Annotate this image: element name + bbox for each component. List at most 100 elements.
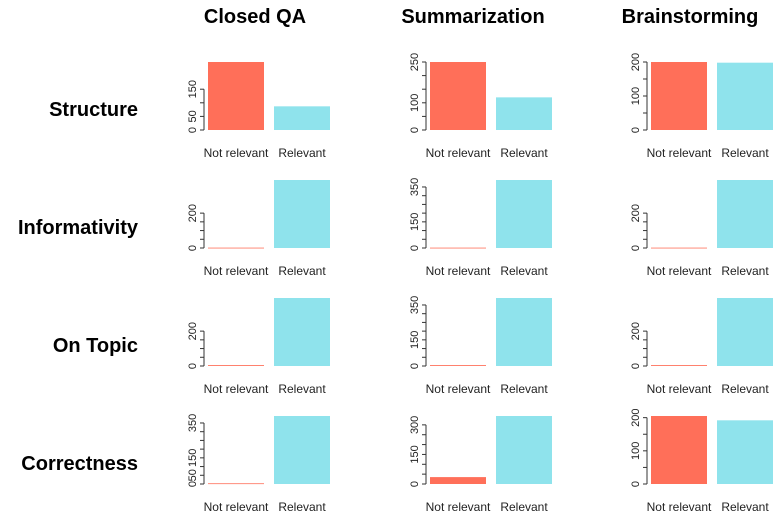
bar-not-relevant: [430, 365, 486, 366]
column-title-brainstorming: Brainstorming: [621, 6, 759, 28]
chart-panel-informativity-brainstorming: 0 200 Not relevant Relevant: [630, 180, 773, 278]
y-tick-label: 200: [630, 204, 642, 222]
x-category-label-not-relevant: Not relevant: [647, 146, 712, 160]
y-tick-label: 0: [187, 363, 199, 369]
y-tick-label: 0: [630, 245, 642, 251]
bar-relevant: [496, 97, 552, 130]
row-title-on-topic: On Topic: [52, 335, 138, 357]
x-category-label-relevant: Relevant: [500, 264, 548, 278]
bar-not-relevant: [651, 247, 707, 249]
y-tick-label: 100: [630, 87, 642, 105]
y-tick-label: 0: [409, 127, 421, 133]
y-tick-label: 50: [187, 469, 199, 481]
column-title-summarization: Summarization: [401, 6, 545, 28]
bar-relevant: [717, 62, 773, 130]
bar-relevant: [717, 180, 773, 248]
x-category-label-relevant: Relevant: [500, 146, 548, 160]
x-category-label-not-relevant: Not relevant: [647, 264, 712, 278]
chart-panel-on-topic-closed-qa: 0 200 Not relevant Relevant: [187, 298, 330, 396]
x-category-label-not-relevant: Not relevant: [204, 264, 269, 278]
x-category-label-relevant: Relevant: [721, 264, 769, 278]
row-title-correctness: Correctness: [21, 453, 138, 475]
x-category-label-relevant: Relevant: [500, 382, 548, 396]
chart-panel-correctness-brainstorming: 0 100 200 Not relevant Relevant: [630, 408, 773, 514]
bar-relevant: [717, 420, 773, 484]
x-category-label-relevant: Relevant: [278, 500, 326, 514]
chart-panel-on-topic-brainstorming: 0 200 Not relevant Relevant: [630, 298, 773, 396]
chart-panel-correctness-closed-qa: 050 150 350 Not relevant Relevant: [187, 414, 330, 514]
bar-relevant: [274, 298, 330, 366]
y-tick-label: 0: [409, 481, 421, 487]
x-category-label-relevant: Relevant: [278, 382, 326, 396]
y-tick-label: 200: [187, 322, 199, 340]
y-tick-label: 0: [187, 481, 199, 487]
y-tick-label: 0: [409, 245, 421, 251]
bar-not-relevant: [430, 477, 486, 484]
chart-panel-structure-summarization: 0 100 250 Not relevant Relevant: [409, 53, 552, 160]
x-category-label-not-relevant: Not relevant: [426, 382, 491, 396]
y-tick-label: 0: [630, 127, 642, 133]
y-tick-label: 0: [409, 363, 421, 369]
y-tick-label: 350: [409, 296, 421, 314]
y-tick-label: 0: [630, 481, 642, 487]
y-tick-label: 50: [187, 110, 199, 122]
x-category-label-not-relevant: Not relevant: [426, 500, 491, 514]
x-category-label-not-relevant: Not relevant: [204, 146, 269, 160]
chart-panel-informativity-summarization: 0 150 350 Not relevant Relevant: [409, 178, 552, 278]
bar-not-relevant: [208, 62, 264, 130]
y-tick-label: 150: [409, 331, 421, 349]
chart-panel-structure-closed-qa: 0 50 150 Not relevant Relevant: [187, 62, 330, 160]
bar-not-relevant: [208, 365, 264, 366]
bar-not-relevant: [651, 62, 707, 130]
bar-not-relevant: [208, 483, 264, 485]
y-tick-label: 200: [187, 204, 199, 222]
y-tick-label: 150: [409, 213, 421, 231]
bar-relevant: [274, 180, 330, 248]
x-category-label-relevant: Relevant: [278, 146, 326, 160]
x-category-label-not-relevant: Not relevant: [426, 146, 491, 160]
bar-not-relevant: [651, 365, 707, 366]
y-tick-label: 200: [630, 408, 642, 426]
row-title-structure: Structure: [49, 99, 138, 121]
bar-relevant: [496, 416, 552, 484]
chart-panel-on-topic-summarization: 0 150 350 Not relevant Relevant: [409, 296, 552, 396]
y-tick-label: 350: [187, 414, 199, 432]
y-tick-label: 100: [630, 442, 642, 460]
y-tick-label: 200: [630, 322, 642, 340]
chart-panel-structure-brainstorming: 0 100 200 Not relevant Relevant: [630, 53, 773, 160]
x-category-label-not-relevant: Not relevant: [647, 500, 712, 514]
x-category-label-not-relevant: Not relevant: [647, 382, 712, 396]
x-category-label-relevant: Relevant: [721, 500, 769, 514]
bar-relevant: [274, 106, 330, 130]
y-tick-label: 0: [187, 245, 199, 251]
bar-relevant: [496, 298, 552, 366]
column-title-closed-qa: Closed QA: [203, 6, 307, 28]
y-tick-label: 100: [409, 94, 421, 112]
bar-relevant: [717, 298, 773, 366]
x-category-label-relevant: Relevant: [278, 264, 326, 278]
row-title-informativity: Informativity: [17, 217, 138, 239]
y-tick-label: 300: [409, 416, 421, 434]
y-tick-label: 150: [409, 445, 421, 463]
bar-not-relevant: [208, 247, 264, 249]
y-tick-label: 350: [409, 178, 421, 196]
bar-not-relevant: [651, 416, 707, 484]
bar-relevant: [496, 180, 552, 248]
y-tick-label: 150: [187, 449, 199, 467]
x-category-label-relevant: Relevant: [721, 382, 769, 396]
x-category-label-relevant: Relevant: [500, 500, 548, 514]
y-tick-label: 200: [630, 53, 642, 71]
chart-panel-informativity-closed-qa: 0 200 Not relevant Relevant: [187, 180, 330, 278]
x-category-label-not-relevant: Not relevant: [204, 500, 269, 514]
x-category-label-relevant: Relevant: [721, 146, 769, 160]
x-category-label-not-relevant: Not relevant: [204, 382, 269, 396]
chart-panel-correctness-summarization: 0 150 300 Not relevant Relevant: [409, 416, 552, 514]
y-tick-label: 150: [187, 80, 199, 98]
bar-not-relevant: [430, 62, 486, 130]
bar-relevant: [274, 416, 330, 484]
x-category-label-not-relevant: Not relevant: [426, 264, 491, 278]
y-tick-label: 0: [630, 363, 642, 369]
y-tick-label: 250: [409, 53, 421, 71]
y-tick-label: 0: [187, 127, 199, 133]
bar-not-relevant: [430, 247, 486, 249]
